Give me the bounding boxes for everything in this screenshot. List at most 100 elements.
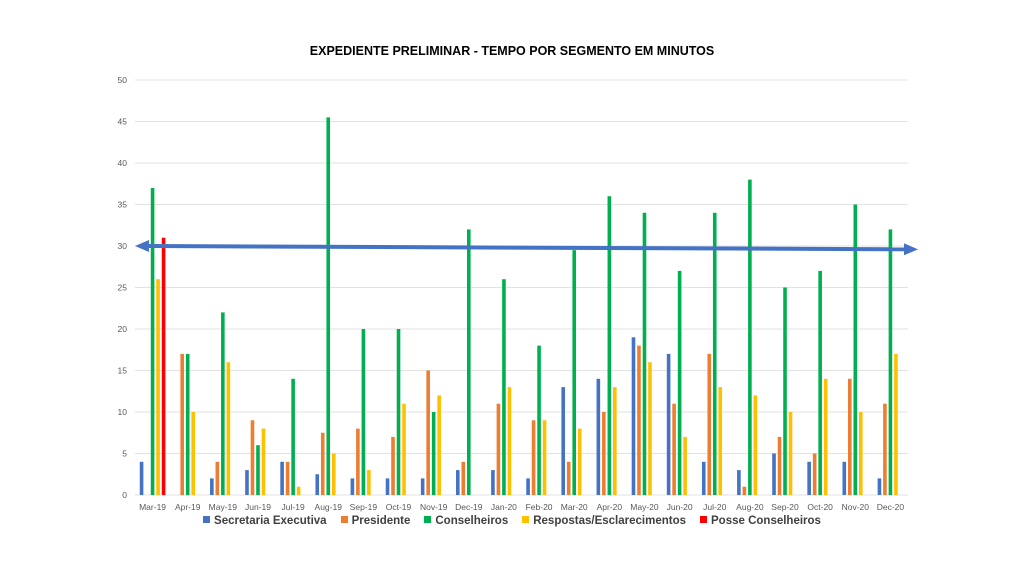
bar: [666, 353, 671, 495]
arrow-head: [135, 240, 150, 253]
bar: [320, 432, 325, 495]
x-tick-label: May-19: [209, 502, 238, 512]
bar: [531, 420, 536, 495]
bar: [753, 395, 758, 495]
y-tick-label: 45: [118, 117, 128, 127]
y-tick-label: 40: [118, 158, 128, 168]
x-tick-label: Jul-19: [282, 502, 305, 512]
bar: [807, 461, 811, 495]
chart-title: EXPEDIENTE PRELIMINAR - TEMPO POR SEGMEN…: [309, 44, 715, 58]
x-tick-label: Jan-20: [491, 502, 517, 512]
bar: [772, 453, 776, 495]
y-tick-label: 5: [122, 449, 127, 459]
bar: [356, 428, 360, 495]
bar: [256, 445, 260, 495]
bar: [215, 461, 220, 495]
y-tick-label: 30: [118, 241, 128, 251]
bar: [894, 353, 898, 495]
bar: [823, 378, 828, 495]
bar: [280, 461, 284, 495]
bar: [788, 412, 793, 495]
bar: [537, 345, 541, 495]
bar: [858, 412, 863, 495]
bar: [350, 478, 355, 495]
y-tick-label: 15: [118, 366, 128, 376]
bar: [326, 117, 331, 495]
bar: [385, 478, 390, 495]
bar: [637, 345, 641, 495]
bar: [402, 403, 406, 495]
bar: [191, 412, 196, 495]
bar: [602, 412, 606, 495]
bar: [577, 428, 582, 495]
bar: [572, 250, 577, 495]
bar: [683, 436, 687, 495]
bar: [842, 461, 847, 495]
bar: [245, 470, 249, 495]
arrow-line: [148, 244, 905, 252]
bar: [161, 237, 166, 495]
x-tick-label: Jun-20: [667, 502, 693, 512]
bar: [561, 387, 566, 495]
bar: [361, 329, 366, 495]
bar: [783, 287, 787, 495]
bar: [812, 453, 817, 495]
y-tick-label: 10: [118, 407, 128, 417]
bar: [677, 270, 682, 495]
bar: [818, 270, 822, 495]
bar: [180, 353, 185, 495]
bar: [431, 412, 436, 495]
bar: [707, 353, 712, 495]
x-tick-label: Nov-19: [420, 502, 448, 512]
x-tick-label: May-20: [630, 502, 659, 512]
bar: [877, 478, 882, 495]
legend-swatch: [203, 516, 211, 523]
bar: [420, 478, 425, 495]
y-tick-label: 0: [122, 490, 127, 500]
x-tick-label: Jun-19: [245, 502, 271, 512]
x-tick-label: Mar-20: [561, 502, 588, 512]
bar: [883, 403, 887, 495]
bar: [426, 370, 430, 495]
bar: [367, 470, 371, 495]
bar: [296, 486, 301, 495]
x-tick-label: Nov-20: [842, 502, 870, 512]
bar: [777, 436, 782, 495]
bar: [491, 470, 495, 495]
x-tick-label: Mar-19: [139, 502, 166, 512]
arrow-head: [903, 243, 918, 256]
x-tick-label: Apr-19: [175, 502, 201, 512]
bar: [466, 229, 471, 495]
bar: [672, 403, 676, 495]
bar: [455, 470, 460, 495]
legend-item: Posse Conselheiros: [700, 515, 821, 527]
x-tick-label: Aug-19: [315, 502, 343, 512]
legend-label: Respostas/Esclarecimentos: [533, 515, 687, 527]
legend-swatch: [700, 516, 708, 523]
bar: [185, 353, 190, 495]
legend-swatch: [522, 516, 530, 523]
x-tick-label: Dec-20: [877, 502, 905, 512]
y-tick-label: 25: [118, 283, 128, 293]
bar: [226, 362, 231, 495]
x-tick-label: Sep-19: [350, 502, 378, 512]
legend-item: Conselheiros: [424, 515, 508, 527]
bar: [853, 204, 858, 495]
legend-label: Presidente: [351, 515, 411, 527]
bar: [847, 378, 852, 495]
x-tick-label: Aug-20: [736, 502, 764, 512]
bar: [607, 196, 612, 495]
bar: [291, 378, 295, 495]
bar: [285, 461, 290, 495]
bar: [566, 461, 571, 495]
bar: [502, 279, 506, 495]
bar: [737, 470, 741, 495]
legend-swatch: [424, 516, 432, 523]
bar: [396, 329, 401, 495]
y-tick-label: 20: [118, 324, 128, 334]
bar: [496, 403, 501, 495]
legend-item: Secretaria Executiva: [203, 515, 327, 527]
bar: [315, 474, 320, 495]
bar: [507, 387, 512, 495]
